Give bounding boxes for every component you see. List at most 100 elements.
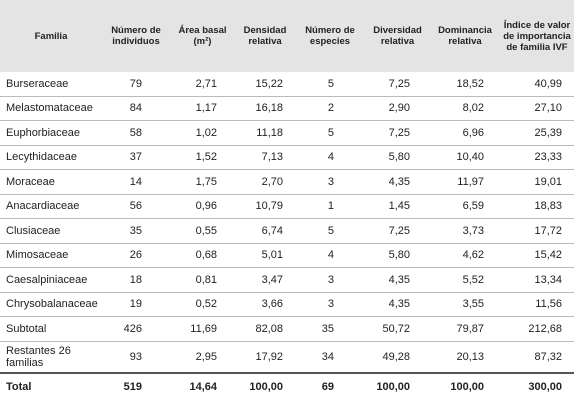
value-cell: 18,52 [430, 72, 500, 97]
family-cell: Caesalpiniaceae [0, 267, 102, 293]
column-header: Número de individuos [102, 0, 170, 72]
value-cell: 10,40 [430, 145, 500, 170]
value-cell: 5,01 [235, 243, 295, 268]
value-cell: 15,22 [235, 72, 295, 97]
value-cell: 5,52 [430, 267, 500, 293]
column-header: Densidad relativa [235, 0, 295, 72]
value-cell: 27,10 [500, 96, 574, 121]
value-cell: 4 [295, 243, 365, 268]
table-row: Mimosaceae 26 0,68 5,01 4 5,80 4,62 15,42 [0, 243, 574, 268]
value-cell: 7,25 [365, 218, 430, 244]
value-cell: 5 [295, 218, 365, 244]
family-cell: Moraceae [0, 169, 102, 195]
column-header: Área basal (m²) [170, 0, 235, 72]
family-name: Melastomataceae [6, 102, 93, 115]
value-cell: 100,00 [365, 371, 430, 401]
family-name: Total [6, 381, 32, 393]
column-header: Dominancia relativa [430, 0, 500, 72]
value-cell: 2 [295, 96, 365, 121]
column-header: Índice de valor de importancia de famili… [500, 0, 574, 72]
column-header: Familia [0, 0, 102, 72]
value-cell: 100,00 [430, 371, 500, 401]
family-name: Clusiaceae [6, 224, 61, 237]
value-cell: 25,39 [500, 120, 574, 146]
table-row: Burseraceae 79 2,71 15,22 5 7,25 18,52 40,99 [0, 72, 574, 97]
value-cell: 11,69 [170, 316, 235, 342]
value-cell: 37 [102, 145, 170, 170]
table-row: Total 519 14,64 100,00 69 100,00 100,00 300,00 [0, 371, 574, 401]
value-cell: 19,01 [500, 169, 574, 195]
value-cell: 4 [295, 145, 365, 170]
value-cell: 1 [295, 194, 365, 219]
value-cell: 50,72 [365, 316, 430, 342]
table-row: Lecythidaceae 37 1,52 7,13 4 5,80 10,40 23,33 [0, 145, 574, 170]
table-row: Clusiaceae 35 0,55 6,74 5 7,25 3,73 17,72 [0, 218, 574, 244]
family-name: Moraceae [6, 175, 55, 188]
value-cell: 11,97 [430, 169, 500, 195]
table-row: Anacardiaceae 56 0,96 10,79 1 1,45 6,59 18,83 [0, 194, 574, 219]
value-cell: 300,00 [500, 371, 574, 401]
value-cell: 3,47 [235, 267, 295, 293]
family-cell: Subtotal [0, 316, 102, 342]
value-cell: 56 [102, 194, 170, 219]
family-cell: Clusiaceae [0, 218, 102, 244]
value-cell: 3,66 [235, 292, 295, 317]
value-cell: 4,35 [365, 267, 430, 293]
value-cell: 11,56 [500, 292, 574, 317]
value-cell: 10,79 [235, 194, 295, 219]
value-cell: 79 [102, 72, 170, 97]
value-cell: 0,55 [170, 218, 235, 244]
family-name: Mimosaceae [6, 249, 69, 262]
value-cell: 58 [102, 120, 170, 146]
value-cell: 35 [102, 218, 170, 244]
family-cell: Melastomataceae [0, 96, 102, 121]
value-cell: 34 [295, 341, 365, 373]
table-row: Chrysobalanaceae 19 0,52 3,66 3 4,35 3,55 11,56 [0, 292, 574, 317]
value-cell: 5 [295, 72, 365, 97]
value-cell: 49,28 [365, 341, 430, 373]
value-cell: 1,45 [365, 194, 430, 219]
table-row: Subtotal 426 11,69 82,08 35 50,72 79,87 212,68 [0, 316, 574, 342]
value-cell: 0,68 [170, 243, 235, 268]
table-row: Melastomataceae 84 1,17 16,18 2 2,90 8,02 27,10 [0, 96, 574, 121]
column-header: Número de especies [295, 0, 365, 72]
value-cell: 35 [295, 316, 365, 342]
value-cell: 5,80 [365, 145, 430, 170]
value-cell: 14,64 [170, 371, 235, 401]
table-row: Euphorbiaceae 58 1,02 11,18 5 7,25 6,96 25,39 [0, 120, 574, 146]
value-cell: 5 [295, 120, 365, 146]
value-cell: 3,55 [430, 292, 500, 317]
family-cell: Chrysobalanaceae [0, 292, 102, 317]
family-name: Subtotal [6, 322, 47, 335]
table-row: Moraceae 14 1,75 2,70 3 4,35 11,97 19,01 [0, 169, 574, 195]
value-cell: 15,42 [500, 243, 574, 268]
table-body: Burseraceae 79 2,71 15,22 5 7,25 18,52 40,99 Mel… [0, 72, 574, 401]
value-cell: 16,18 [235, 96, 295, 121]
family-name: Burseraceae [6, 77, 69, 90]
value-cell: 40,99 [500, 72, 574, 97]
family-name: Restantes 26 familias [6, 344, 71, 369]
value-cell: 0,52 [170, 292, 235, 317]
value-cell: 8,02 [430, 96, 500, 121]
value-cell: 3 [295, 292, 365, 317]
value-cell: 3 [295, 267, 365, 293]
value-cell: 17,72 [500, 218, 574, 244]
value-cell: 2,70 [235, 169, 295, 195]
value-cell: 84 [102, 96, 170, 121]
value-cell: 17,92 [235, 341, 295, 373]
table-row: Restantes 26 familias 93 2,95 17,92 34 49,28 2… [0, 341, 574, 373]
value-cell: 100,00 [235, 371, 295, 401]
value-cell: 14 [102, 169, 170, 195]
value-cell: 2,90 [365, 96, 430, 121]
value-cell: 0,81 [170, 267, 235, 293]
family-cell: Euphorbiaceae [0, 120, 102, 146]
value-cell: 3,73 [430, 218, 500, 244]
value-cell: 519 [102, 371, 170, 401]
family-name: Anacardiaceae [6, 200, 80, 213]
value-cell: 212,68 [500, 316, 574, 342]
value-cell: 7,25 [365, 72, 430, 97]
value-cell: 2,95 [170, 341, 235, 373]
family-cell: Burseraceae [0, 72, 102, 97]
